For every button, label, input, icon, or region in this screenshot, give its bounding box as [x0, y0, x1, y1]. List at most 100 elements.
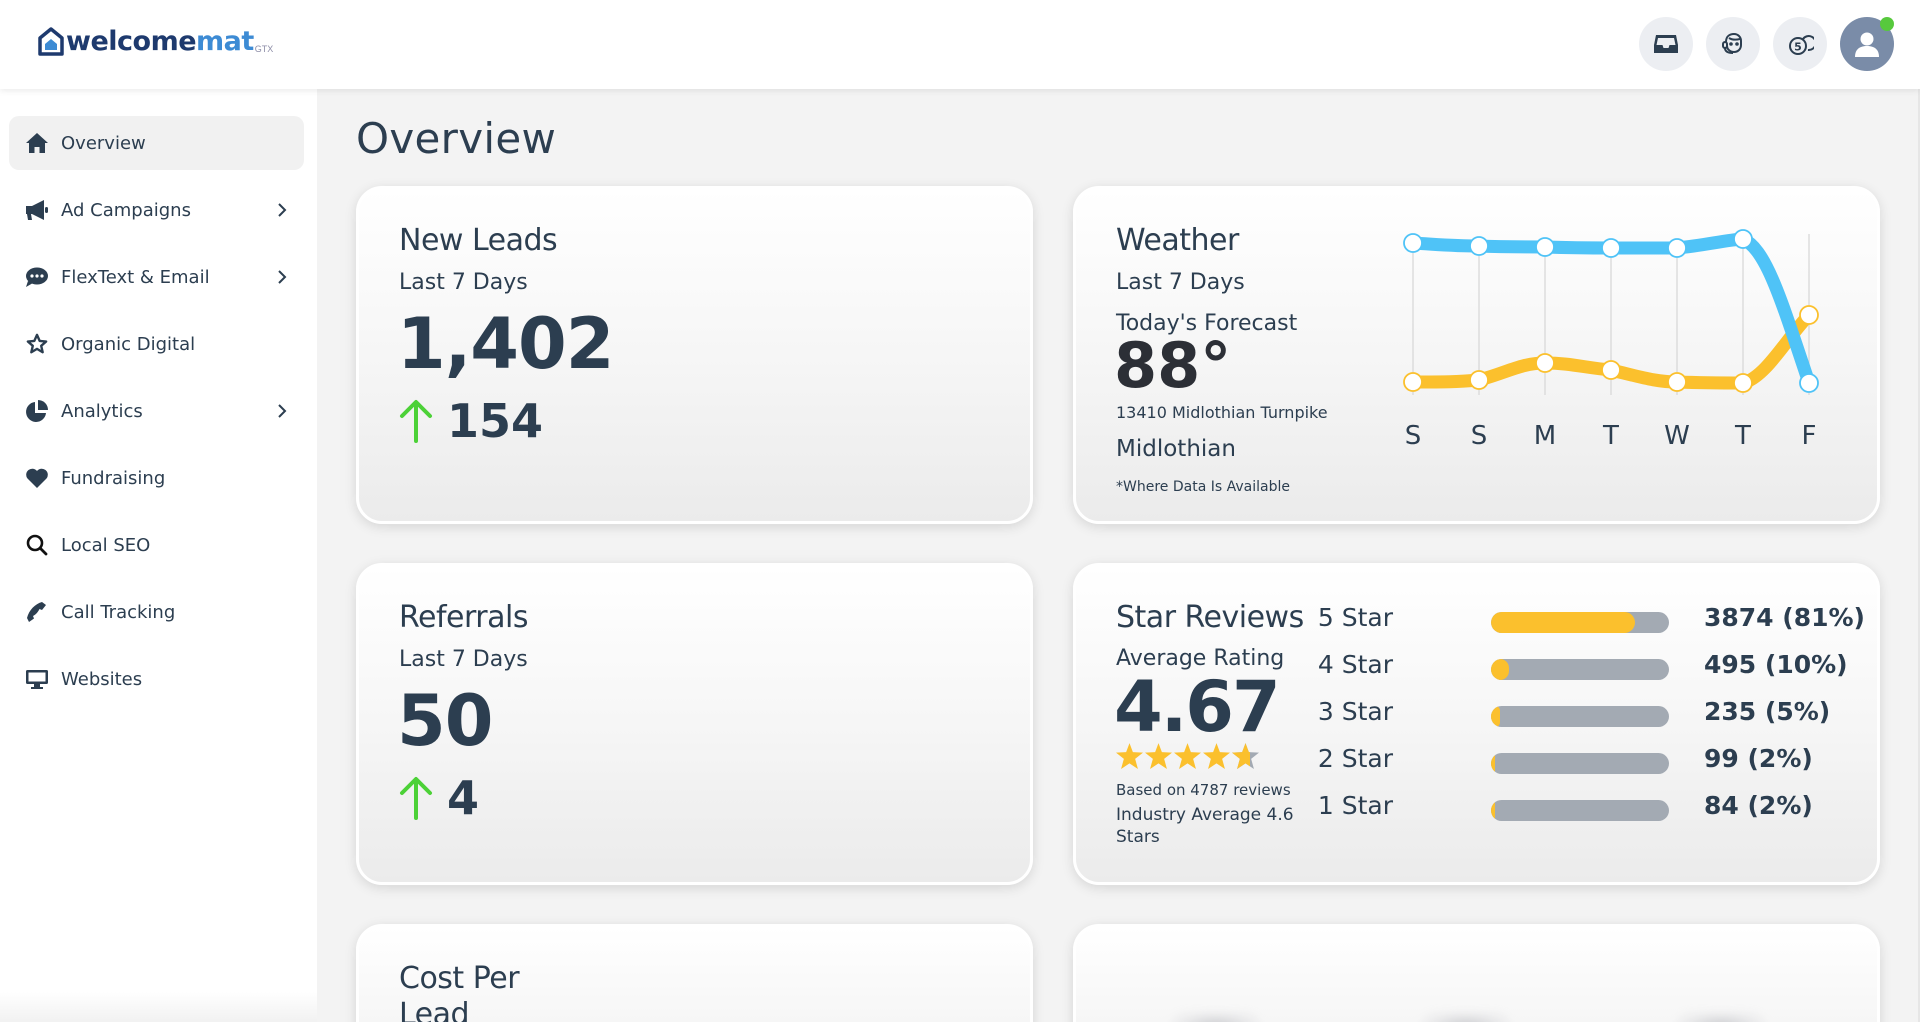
chevron-right-icon	[278, 270, 287, 284]
sidebar-item-label: Overview	[61, 132, 146, 154]
blue-series-markers	[1403, 229, 1819, 393]
support-agent-icon	[1722, 32, 1742, 54]
new-leads-value: 1,402	[397, 303, 614, 385]
rating-bar-fill	[1491, 706, 1500, 727]
sidebar-item-organic-digital[interactable]: Organic Digital	[9, 317, 304, 371]
logo-word-welcome: welcome	[66, 26, 197, 57]
sidebar-item-label: Call Tracking	[61, 601, 176, 623]
star-reviews-card[interactable]: Star Reviews Average Rating 4.67 Based o…	[1073, 563, 1880, 885]
sidebar-item-label: Ad Campaigns	[61, 199, 191, 221]
top-header: welcomemat GTX 5	[0, 0, 1920, 89]
rating-row-1: 1 Star 84 (2%)	[1076, 791, 1877, 831]
page-right-edge	[1918, 89, 1920, 1022]
welcomemat-logo[interactable]: welcomemat GTX	[38, 27, 273, 57]
day-label: T	[1603, 421, 1619, 451]
rating-breakdown: 5 Star 3874 (81%) 4 Star 495 (10%) 3 Sta…	[1076, 566, 1877, 882]
inbox-button[interactable]	[1639, 17, 1693, 71]
search-icon	[24, 532, 50, 558]
rating-bar-fill	[1491, 659, 1509, 680]
arrow-up-icon	[400, 777, 432, 820]
star-rating-display	[1116, 743, 1259, 769]
delta-value: 4	[447, 771, 480, 825]
sidebar-item-local-seo[interactable]: Local SEO	[9, 518, 304, 572]
sidebar-item-call-tracking[interactable]: Call Tracking	[9, 585, 304, 639]
sidebar-item-label: Fundraising	[61, 467, 166, 489]
data-availability-note: *Where Data Is Available	[1116, 479, 1290, 495]
inbox-icon	[1654, 35, 1678, 53]
rating-label: 5 Star	[1317, 603, 1393, 632]
weather-line-chart	[1403, 229, 1819, 395]
pie-chart-icon	[24, 398, 50, 424]
weather-card[interactable]: Weather Last 7 Days Today's Forecast 88°…	[1073, 186, 1880, 524]
star-full-icon	[1174, 743, 1201, 769]
day-label: W	[1664, 421, 1690, 451]
average-rating-label: Average Rating	[1116, 646, 1285, 671]
rating-bar	[1491, 612, 1669, 633]
megaphone-icon	[24, 197, 50, 223]
house-logo-icon	[38, 27, 64, 56]
new-leads-card[interactable]: New Leads Last 7 Days 1,402 154	[356, 186, 1033, 524]
sidebar-item-flextext-email[interactable]: FlexText & Email	[9, 250, 304, 304]
rating-row-2: 2 Star 99 (2%)	[1076, 744, 1877, 784]
new-leads-delta: 154	[399, 394, 543, 448]
loading-placeholder	[1421, 1012, 1511, 1022]
rating-bar	[1491, 753, 1669, 774]
star-full-icon	[1116, 743, 1143, 769]
sidebar-nav: Overview Ad Campaigns FlexText & Email O…	[0, 89, 317, 1022]
card-title: Referrals	[399, 600, 528, 635]
temperature: 88°	[1114, 329, 1232, 402]
profile-avatar-button[interactable]	[1840, 17, 1894, 71]
day-label: F	[1801, 421, 1817, 451]
referrals-card[interactable]: Referrals Last 7 Days 50 4	[356, 563, 1033, 885]
phone-icon	[24, 599, 50, 625]
sidebar-item-label: Local SEO	[61, 534, 151, 556]
card-period: Last 7 Days	[399, 270, 528, 295]
support-button[interactable]	[1706, 17, 1760, 71]
rating-count: 84 (2%)	[1704, 791, 1813, 820]
sidebar-bottom-fade	[0, 992, 317, 1022]
rating-count: 3874 (81%)	[1704, 603, 1865, 632]
star-full-icon	[1145, 743, 1172, 769]
loading-card[interactable]	[1073, 924, 1880, 1022]
rating-count: 235 (5%)	[1704, 697, 1831, 726]
billing-button[interactable]: 5	[1773, 17, 1827, 71]
sidebar-item-ad-campaigns[interactable]: Ad Campaigns	[9, 183, 304, 237]
yellow-series-markers	[1403, 305, 1819, 393]
rating-row-4: 4 Star 495 (10%)	[1076, 650, 1877, 690]
rating-bar	[1491, 800, 1669, 821]
svg-text:5: 5	[1794, 41, 1802, 54]
sidebar-item-label: Organic Digital	[61, 333, 196, 355]
review-count: Based on 4787 reviews	[1116, 781, 1291, 799]
sidebar-item-overview[interactable]: Overview	[9, 116, 304, 170]
rating-bar-fill	[1491, 612, 1636, 633]
star-partial-icon	[1232, 743, 1259, 769]
rating-label: 4 Star	[1317, 650, 1393, 679]
loading-placeholder	[1676, 1012, 1766, 1022]
referrals-delta: 4	[399, 771, 479, 825]
sidebar-item-label: Analytics	[61, 400, 143, 422]
coins-icon: 5	[1789, 35, 1814, 55]
card-title: Cost Per Lead	[399, 961, 520, 1022]
card-period: Last 7 Days	[1116, 270, 1245, 295]
chevron-right-icon	[278, 203, 287, 217]
delta-value: 154	[447, 394, 544, 448]
rating-row-3: 3 Star 235 (5%)	[1076, 697, 1877, 737]
sidebar-item-analytics[interactable]: Analytics	[9, 384, 304, 438]
page-title: Overview	[356, 114, 557, 163]
cost-per-lead-card[interactable]: Cost Per Lead	[356, 924, 1033, 1022]
loading-placeholder	[1171, 1012, 1261, 1022]
card-title-line2: Lead	[399, 997, 470, 1022]
rating-count: 495 (10%)	[1704, 650, 1848, 679]
day-label: M	[1533, 421, 1557, 451]
industry-average: Industry Average 4.6 Stars	[1116, 805, 1294, 847]
chevron-right-icon	[278, 404, 287, 418]
sidebar-item-websites[interactable]: Websites	[9, 652, 304, 706]
user-avatar-icon	[1855, 32, 1879, 57]
sidebar-item-label: Websites	[61, 668, 143, 690]
average-rating-value: 4.67	[1114, 666, 1281, 748]
logo-word-mat: mat	[196, 26, 254, 57]
sidebar-item-fundraising[interactable]: Fundraising	[9, 451, 304, 505]
day-label: S	[1404, 421, 1422, 451]
rating-bar-fill	[1491, 800, 1495, 821]
card-title-line1: Cost Per	[399, 961, 520, 996]
